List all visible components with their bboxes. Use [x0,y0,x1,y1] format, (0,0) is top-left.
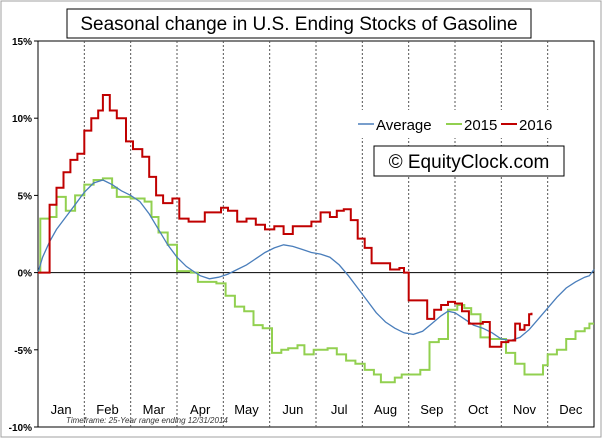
y-tick-label: 0% [18,269,33,280]
x-tick-label: Nov [513,402,537,417]
x-tick-label: Oct [468,402,489,417]
watermark-box [373,145,565,177]
y-tick-label: 10% [12,114,32,125]
y-tick-label: -5% [14,346,32,357]
legend-background [355,110,581,138]
legend-label: 2016 [519,117,552,134]
title-box [66,8,532,39]
x-axis-ticks: Jan Feb Mar Apr May Jun Jul Aug Sep Oct Nov Dec [51,402,583,417]
legend: Average 2015 2016 [355,110,581,138]
series-line-average [37,179,595,342]
x-tick-label: Sep [420,402,443,417]
x-tick-label: May [234,402,259,417]
x-tick-label: Apr [190,402,211,417]
legend-label: 2015 [464,117,497,134]
grid-lines [83,41,549,427]
series-line-2016 [38,94,533,348]
x-tick-label: Dec [559,402,583,417]
x-tick-label: Feb [96,402,118,417]
legend-label: Average [376,117,432,134]
series-line-2015 [38,177,594,384]
y-tick-label: 5% [18,191,33,202]
x-tick-label: Jan [51,402,72,417]
y-tick-label: -10% [9,423,32,434]
watermark-text: © EquityClock.com [389,152,550,173]
y-axis-ticks: 15% 10% 5% 0% -5% -10% [9,37,38,434]
x-tick-label: Jul [331,402,348,417]
series-layer [37,94,595,384]
x-tick-label: Aug [374,402,397,417]
chart-title: Seasonal change in U.S. Ending Stocks of… [80,14,517,35]
footnote: Timeframe: 25-Year range ending 12/31/20… [66,416,228,425]
x-tick-label: Mar [143,402,166,417]
y-tick-label: 15% [12,37,32,48]
x-tick-label: Jun [282,402,303,417]
